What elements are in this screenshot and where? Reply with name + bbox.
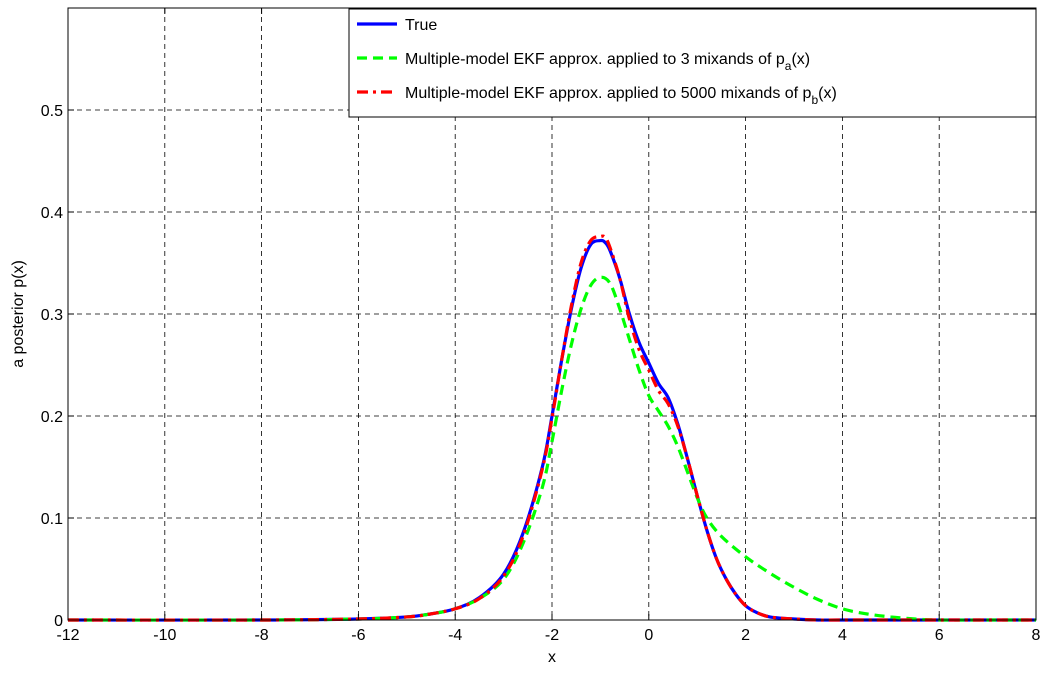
x-tick-label: -10 [153, 627, 176, 644]
series-line-2 [67, 275, 1036, 622]
y-tick-label: 0 [54, 613, 63, 630]
series-layer [67, 234, 1036, 622]
y-tick-label: 0.3 [41, 307, 63, 324]
y-tick-label: 0.4 [41, 205, 63, 222]
y-tick-label: 0.5 [41, 103, 63, 120]
x-tick-label: 2 [741, 627, 750, 644]
x-tick-label: -8 [254, 627, 268, 644]
y-axis-label: a posterior p(x) [10, 260, 27, 368]
legend-box [348, 8, 1037, 118]
y-tick-label: 0.2 [41, 409, 63, 426]
legend-label-2: Multiple-model EKF approx. applied to 3 … [405, 51, 810, 73]
legend-label-3: Multiple-model EKF approx. applied to 50… [405, 85, 837, 107]
x-tick-label: -4 [448, 627, 462, 644]
x-tick-label: 8 [1032, 627, 1041, 644]
legend: True Multiple-model EKF approx. applied t… [348, 8, 1037, 118]
ticks: -12 -10 -8 -6 -4 -2 0 2 4 6 8 0 0.1 0.2 0.3 0.4 0.5 [41, 8, 1041, 644]
x-tick-label: -2 [545, 627, 559, 644]
x-tick-label: -12 [56, 627, 79, 644]
x-tick-label: -6 [351, 627, 365, 644]
y-tick-label: 0.1 [41, 511, 63, 528]
legend-label-1: True [405, 17, 437, 34]
x-tick-label: 0 [644, 627, 653, 644]
x-axis-label: x [548, 649, 556, 666]
x-tick-label: 6 [935, 627, 944, 644]
x-tick-label: 4 [838, 627, 847, 644]
series-line-3 [67, 234, 1036, 622]
